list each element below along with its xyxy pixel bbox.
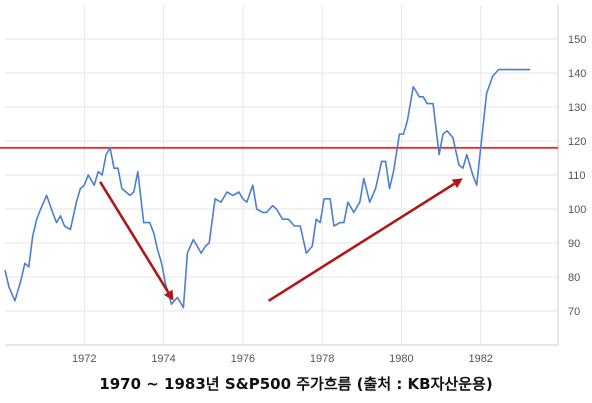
y-tick-label-130: 130	[568, 102, 586, 114]
trend-arrow-group	[99, 178, 463, 302]
trend-arrow-head-0	[163, 289, 174, 301]
x-tick-label-1980: 1980	[389, 353, 413, 365]
chart-caption: 1970 ~ 1983년 S&P500 주가흐름 (출처 : KB자산운용)	[99, 375, 493, 393]
series-group	[4, 68, 531, 309]
x-tick-label-1976: 1976	[231, 353, 255, 365]
y-tick-label-120: 120	[568, 136, 586, 148]
x-tick-label-1982: 1982	[468, 353, 492, 365]
x-tick-label-1974: 1974	[151, 353, 175, 365]
y-tick-label-110: 110	[568, 170, 586, 182]
trend-arrow-shaft-0	[99, 181, 170, 293]
y-tick-label-150: 150	[568, 34, 586, 46]
trend-arrow-shaft-1	[267, 182, 456, 302]
x-tick-label-1978: 1978	[310, 353, 334, 365]
axis-lines	[5, 5, 559, 346]
series-line-0	[4, 68, 531, 309]
y-tick-label-80: 80	[568, 272, 580, 284]
y-tick-labels: 70 80 90 100 110 120 130 140 150	[568, 34, 586, 318]
x-tick-labels: 1972 1974 1976 1978 1980 1982	[72, 353, 493, 365]
grid-lines	[5, 5, 558, 345]
y-tick-label-100: 100	[568, 204, 586, 216]
x-tick-label-1972: 1972	[72, 353, 96, 365]
y-tick-label-90: 90	[568, 238, 580, 250]
trend-arrow-head-1	[451, 178, 463, 188]
y-tick-label-70: 70	[568, 306, 580, 318]
y-tick-label-140: 140	[568, 68, 586, 80]
